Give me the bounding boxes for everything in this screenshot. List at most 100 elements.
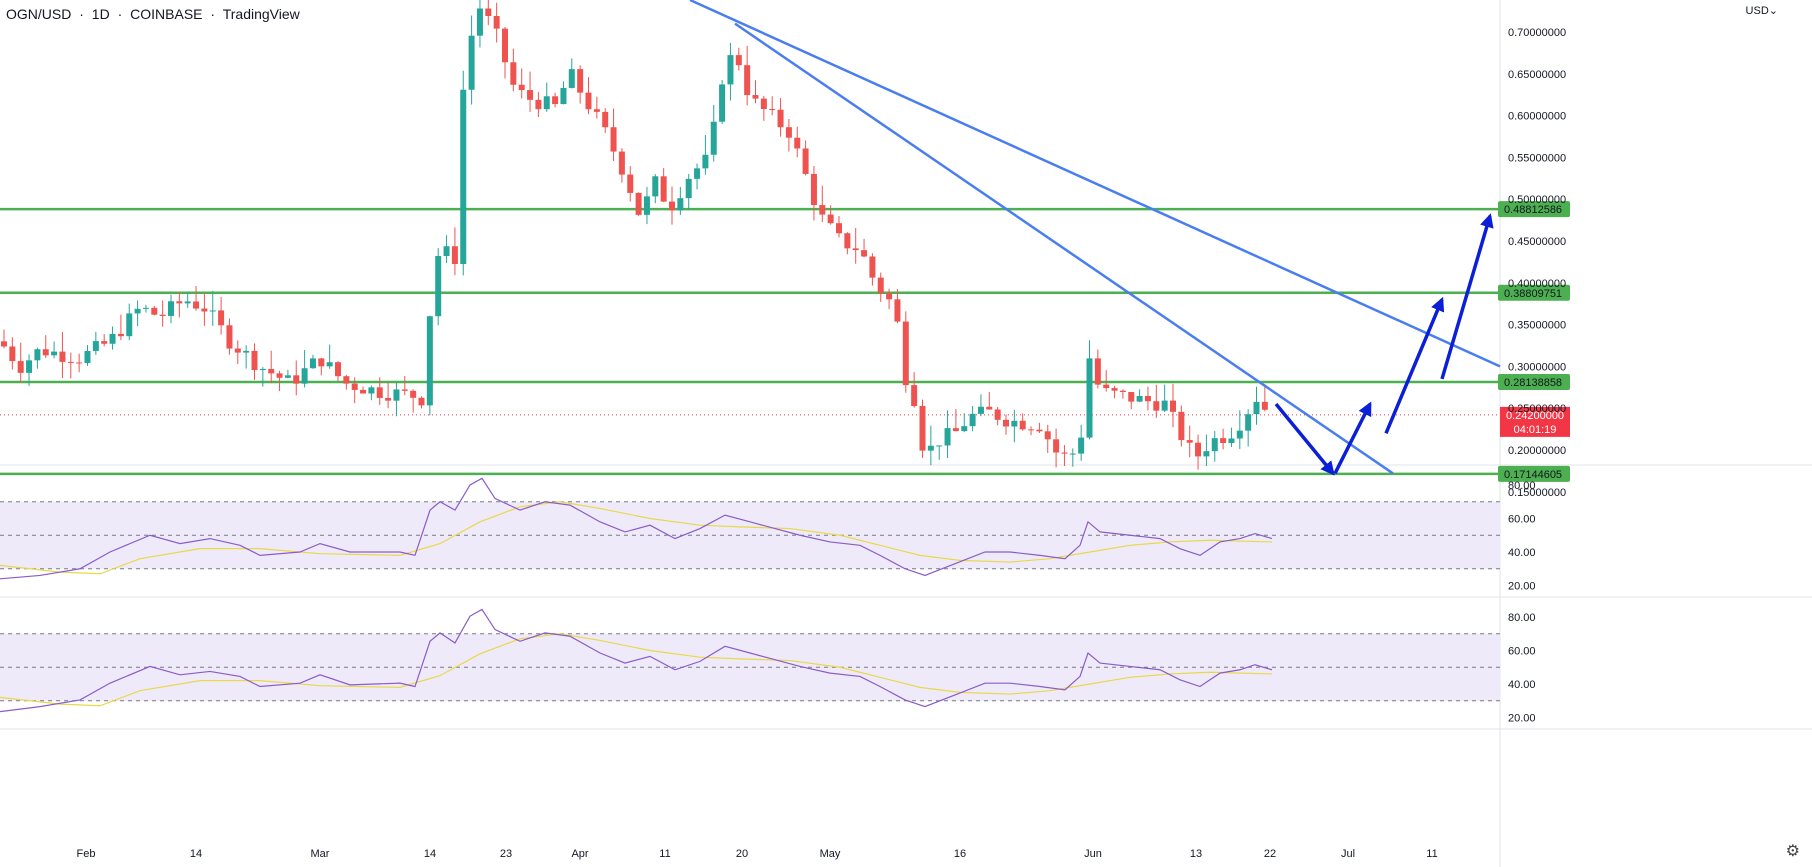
candle-body <box>969 413 976 427</box>
candle-body <box>218 310 225 326</box>
time-tick: 14 <box>424 848 436 860</box>
candle-body <box>510 62 517 85</box>
candle-body <box>109 333 116 344</box>
candle-body <box>677 198 684 211</box>
rsi-bands <box>0 501 1500 702</box>
candle-body <box>318 358 325 367</box>
rsi-tick: 60.00 <box>1508 514 1536 526</box>
rsi-tick: 80.00 <box>1508 612 1536 624</box>
price-tick: 0.25000000 <box>1508 403 1566 415</box>
candle-body <box>977 406 984 414</box>
price-tick: 0.60000000 <box>1508 111 1566 123</box>
candle-body <box>17 361 24 373</box>
candle-body <box>702 154 709 169</box>
level-label: 0.38809751 <box>1504 288 1562 300</box>
candle-body <box>727 55 734 85</box>
level-label-bg <box>1498 373 1570 390</box>
candle-body <box>861 250 868 257</box>
candle-body <box>326 362 333 367</box>
time-tick: Jun <box>1084 848 1102 860</box>
candle-body <box>34 349 41 361</box>
symbol-label[interactable]: OGN/USD <box>6 6 72 22</box>
candle-body <box>309 358 316 369</box>
candle-body <box>1111 388 1118 391</box>
candle-body <box>794 137 801 149</box>
price-tick: 0.30000000 <box>1508 361 1566 373</box>
candle-body <box>1144 395 1151 402</box>
level-label: 0.48812586 <box>1504 204 1562 216</box>
gear-icon[interactable]: ⚙ <box>1785 843 1800 860</box>
candle-body <box>627 174 634 193</box>
candle-body <box>226 325 233 349</box>
candle-body <box>176 301 183 304</box>
price-tick: 0.45000000 <box>1508 236 1566 248</box>
countdown-label: 04:01:19 <box>1514 424 1557 436</box>
candle-body <box>376 387 383 398</box>
candle-body <box>635 192 642 215</box>
candle-body <box>393 389 400 401</box>
candle-body <box>852 248 859 251</box>
rsi-tick: 40.00 <box>1508 547 1536 559</box>
candle-body <box>927 445 934 451</box>
candle-body <box>193 301 200 309</box>
candle-body <box>184 301 191 304</box>
candle-body <box>426 316 433 406</box>
candle-body <box>151 307 158 315</box>
candle-body <box>101 341 108 344</box>
candle-body <box>902 321 909 386</box>
interval-label[interactable]: 1D <box>91 6 110 22</box>
candle-body <box>76 362 83 364</box>
candle-body <box>819 205 826 215</box>
candle-body <box>944 428 951 446</box>
candle-body <box>42 349 49 356</box>
candle-body <box>468 35 475 90</box>
candle-body <box>251 350 258 371</box>
separator: · <box>117 6 123 22</box>
candle-body <box>276 373 283 378</box>
level-label: 0.28138858 <box>1504 377 1562 389</box>
rsi-tick: 60.00 <box>1508 646 1536 658</box>
candle-body <box>1211 438 1218 452</box>
price-tick: 0.55000000 <box>1508 152 1566 164</box>
candle-body <box>126 313 133 337</box>
candle-body <box>518 84 525 91</box>
candle-body <box>1228 438 1235 443</box>
candle-body <box>368 387 375 394</box>
rsi-lines <box>0 477 1273 713</box>
candle-body <box>1128 391 1135 402</box>
candle-body <box>710 121 717 155</box>
candle-body <box>502 28 508 63</box>
price-tick: 0.70000000 <box>1508 27 1566 39</box>
rsi-tick: 80.00 <box>1508 480 1536 492</box>
candle-body <box>451 246 458 265</box>
candle-body <box>443 246 450 257</box>
time-tick: May <box>820 848 841 860</box>
candle-body <box>568 69 575 88</box>
candle-body <box>810 173 817 206</box>
candle-body <box>844 233 851 249</box>
candle-body <box>476 8 483 36</box>
candle-body <box>493 15 500 29</box>
candle-body <box>59 351 66 362</box>
time-tick: 11 <box>659 848 670 860</box>
source-label: TradingView <box>222 6 300 22</box>
level-label-bg <box>1498 465 1570 482</box>
separator: · <box>210 6 216 22</box>
candle-body <box>577 69 584 93</box>
rsi-line <box>0 608 1273 713</box>
candle-body <box>1119 390 1126 392</box>
trendlines <box>689 0 1501 475</box>
candle-body <box>777 109 784 128</box>
candle-body <box>994 409 1001 420</box>
candle-body <box>1203 451 1210 457</box>
candle-body <box>1136 395 1143 402</box>
currency-selector[interactable]: USD⌄ <box>1745 5 1778 17</box>
horizontal-levels: 0.48812586 0.38809751 0.28138858 0.17144605… <box>0 201 1570 482</box>
candle-body <box>919 406 926 451</box>
candle-body <box>735 55 742 66</box>
candle-body <box>543 96 550 110</box>
candle-body <box>1011 420 1018 427</box>
candle-body <box>1261 401 1268 410</box>
